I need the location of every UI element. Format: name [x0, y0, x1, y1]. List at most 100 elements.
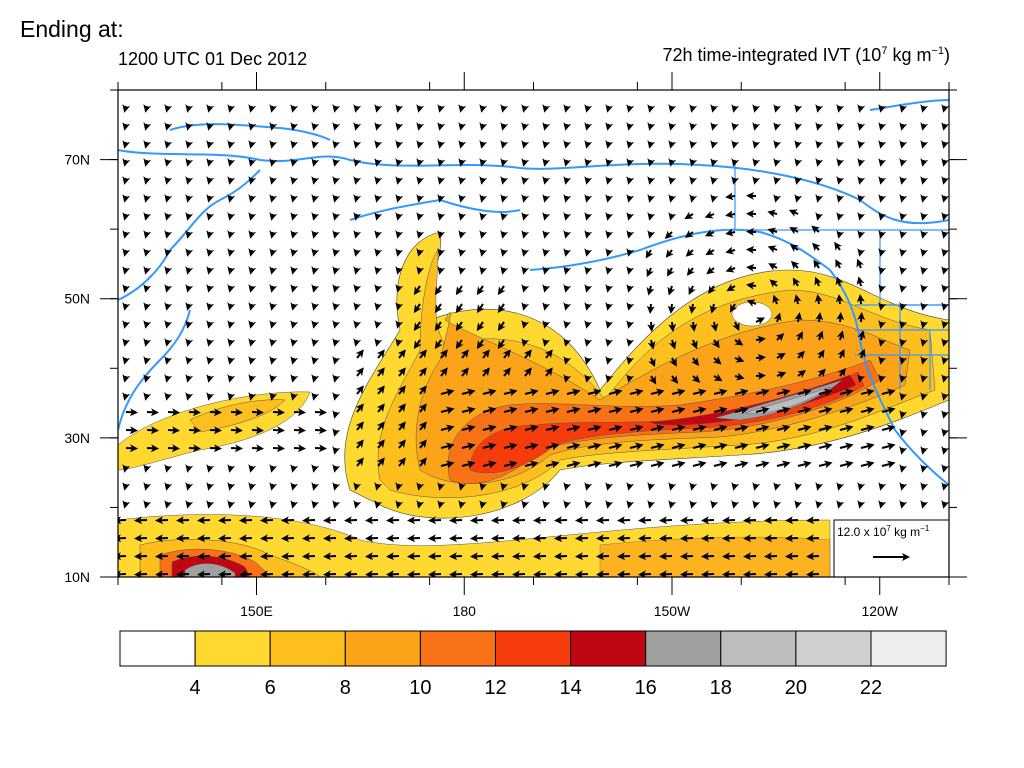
ivt-vector-arrow — [290, 500, 299, 509]
ivt-vector-arrow — [503, 460, 518, 469]
reference-vector-label: 12.0 x 107 kg m−1 — [837, 524, 930, 539]
ivt-vector-arrow — [587, 424, 602, 433]
ivt-vector-arrow — [773, 312, 782, 323]
ivt-vector-arrow — [878, 266, 887, 275]
ivt-vector-arrow — [479, 482, 488, 491]
ivt-vector-arrow — [920, 338, 929, 347]
ivt-vector-arrow — [563, 212, 572, 221]
ivt-vector-arrow — [626, 158, 635, 167]
ivt-vector-arrow — [437, 176, 446, 185]
ivt-vector-arrow — [734, 406, 749, 415]
ivt-vector-arrow — [941, 104, 949, 113]
ivt-vector-arrow — [176, 552, 190, 561]
ivt-vector-arrow — [899, 500, 908, 509]
ivt-vector-arrow — [386, 570, 400, 577]
ivt-vector-arrow — [920, 176, 929, 185]
ivt-vector-arrow — [857, 330, 866, 341]
reference-vector-units-exponent: −1 — [920, 524, 930, 533]
ivt-vector-arrow — [542, 482, 551, 491]
ivt-vector-arrow — [206, 284, 215, 293]
ivt-vector-arrow — [260, 570, 274, 577]
ivt-vector-arrow — [500, 158, 509, 167]
ivt-vector-arrow — [218, 516, 232, 525]
ivt-vector-arrow — [776, 388, 791, 397]
ivt-vector-arrow — [521, 194, 530, 203]
ivt-vector-arrow — [521, 176, 530, 185]
ivt-vector-arrow — [818, 406, 833, 415]
ivt-vector-arrow — [185, 266, 194, 275]
x-tick-label: 120W — [861, 603, 898, 619]
ivt-vector-arrow — [458, 122, 467, 131]
ivt-vector-arrow — [353, 266, 362, 275]
ivt-vector-arrow — [227, 464, 236, 473]
ivt-vector-arrow — [524, 460, 539, 469]
ivt-vector-arrow — [605, 176, 614, 185]
ivt-vector-arrow — [134, 516, 148, 525]
ivt-vector-arrow — [290, 482, 299, 491]
ivt-vector-arrow — [554, 534, 568, 543]
ivt-vector-arrow — [743, 534, 757, 543]
ivt-vector-arrow — [416, 140, 425, 149]
ivt-vector-arrow — [185, 392, 194, 401]
ivt-vector-arrow — [689, 500, 698, 509]
ivt-vector-arrow — [566, 442, 581, 451]
ivt-vector-arrow — [418, 403, 427, 413]
ivt-vector-arrow — [428, 516, 442, 525]
ivt-vector-arrow — [701, 516, 715, 525]
ivt-vector-arrow — [647, 176, 656, 185]
ivt-vector-arrow — [122, 356, 131, 365]
ivt-vector-arrow — [395, 338, 404, 347]
ivt-vector-arrow — [122, 284, 131, 293]
ivt-vector-arrow — [920, 374, 929, 383]
ivt-vector-arrow — [500, 266, 509, 275]
ivt-vector-arrow — [122, 230, 131, 239]
ivt-vector-arrow — [521, 140, 530, 149]
ivt-vector-arrow — [164, 212, 173, 221]
ivt-vector-arrow — [269, 176, 278, 185]
ivt-vector-arrow — [626, 212, 635, 221]
ivt-vector-arrow — [710, 158, 719, 167]
ivt-vector-arrow — [143, 122, 152, 131]
ivt-vector-arrow — [767, 245, 778, 253]
ivt-vector-arrow — [428, 534, 442, 543]
ivt-vector-arrow — [605, 356, 614, 365]
ivt-vector-arrow — [554, 516, 568, 525]
ivt-vector-arrow — [311, 194, 320, 203]
ivt-vector-arrow — [941, 482, 949, 491]
ivt-vector-arrow — [122, 176, 131, 185]
ivt-vector-arrow — [395, 158, 404, 167]
ivt-vector-arrow — [269, 158, 278, 167]
ivt-vector-arrow — [500, 104, 509, 113]
ivt-vector-arrow — [605, 230, 614, 239]
ivt-vector-arrow — [239, 534, 253, 543]
ivt-vector-arrow — [164, 356, 173, 365]
ivt-vector-arrow — [118, 552, 127, 561]
ending-label: Ending at: — [20, 16, 124, 42]
ivt-vector-arrow — [647, 212, 656, 221]
ivt-vector-arrow — [878, 482, 887, 491]
ivt-vector-arrow — [407, 552, 421, 561]
ivt-vector-arrow — [521, 158, 530, 167]
ivt-vector-arrow — [311, 266, 320, 275]
ivt-vector-arrow — [344, 552, 358, 561]
ivt-vector-arrow — [941, 464, 949, 473]
ivt-vector-arrow — [197, 534, 211, 543]
ivt-vector-arrow — [764, 516, 778, 525]
ivt-vector-arrow — [374, 482, 383, 491]
ivt-vector-arrow — [563, 374, 572, 383]
ivt-vector-arrow — [814, 294, 823, 305]
ivt-vector-arrow — [584, 374, 593, 383]
ivt-vector-arrow — [605, 248, 614, 257]
ivt-vector-arrow — [818, 388, 833, 397]
ivt-vector-arrow — [416, 158, 425, 167]
ivt-vector-arrow — [671, 406, 686, 415]
ivt-vector-arrow — [899, 230, 908, 239]
ivt-vector-arrow — [122, 320, 131, 329]
ivt-vector-arrow — [626, 500, 635, 509]
ivt-vector-arrow — [332, 500, 341, 509]
ivt-vector-arrow — [269, 122, 278, 131]
ivt-vector-arrow — [185, 356, 194, 365]
ivt-vector-arrow — [143, 248, 152, 257]
ivt-vector-arrow — [584, 284, 593, 293]
ivt-vector-arrow — [164, 104, 173, 113]
